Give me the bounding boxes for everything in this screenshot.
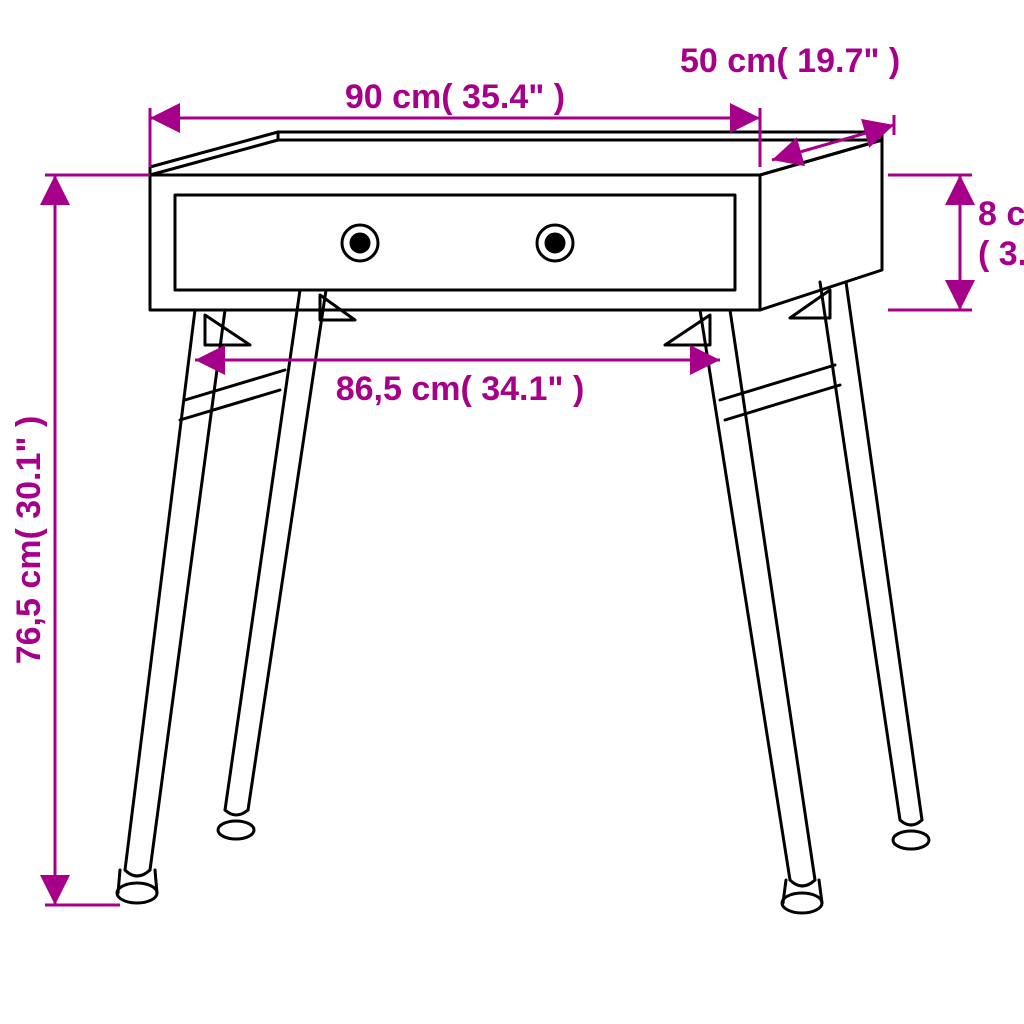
drawer-knob-left xyxy=(342,225,378,261)
drawer-knob-right xyxy=(537,225,573,261)
table-drawing xyxy=(117,132,929,913)
dim-inner-leg-span: 86,5 cm( 34.1" ) xyxy=(336,370,585,408)
dim-drawer-height: 8 cm ( 3.1" ) xyxy=(978,195,1024,273)
dim-depth: 50 cm( 19.7" ) xyxy=(680,42,900,80)
dim-width-top: 90 cm( 35.4" ) xyxy=(345,78,565,116)
dim-total-height: 76,5 cm( 30.1" ) xyxy=(10,416,48,665)
dimension-diagram: 90 cm( 35.4" ) 50 cm( 19.7" ) 8 cm ( 3.1… xyxy=(0,0,1024,1024)
